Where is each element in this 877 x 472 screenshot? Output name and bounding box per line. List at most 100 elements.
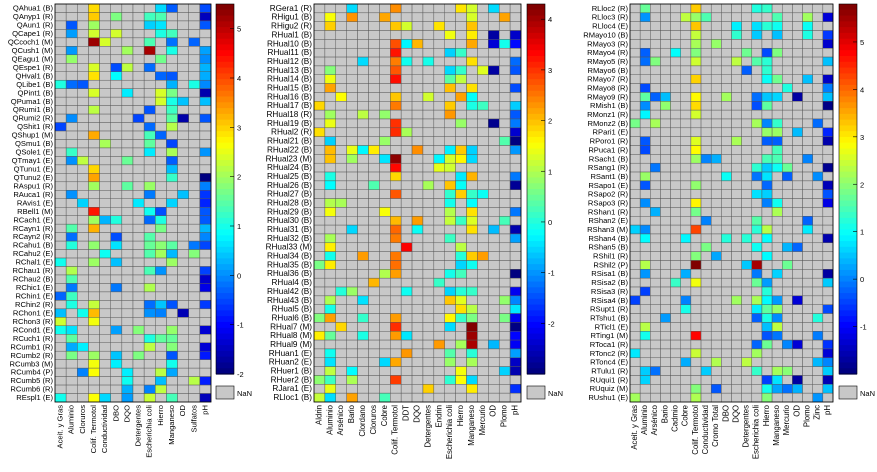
heatmap-cell xyxy=(313,366,326,376)
colorbar-segment xyxy=(839,339,857,346)
heatmap-cell xyxy=(700,304,712,314)
heatmap-cell xyxy=(477,21,489,31)
heatmap-cell xyxy=(488,304,500,314)
heatmap-cell xyxy=(400,242,413,252)
heatmap-cell xyxy=(477,242,489,252)
heatmap-cell xyxy=(761,207,773,217)
heatmap-cell xyxy=(822,224,834,235)
heatmap-cell xyxy=(166,156,178,166)
heatmap-cell xyxy=(741,392,753,403)
heatmap-cell xyxy=(477,295,489,305)
heatmap-cell xyxy=(110,156,123,166)
heatmap-cell xyxy=(166,376,178,386)
heatmap-cell xyxy=(444,260,456,270)
heatmap-cell xyxy=(346,101,358,111)
heatmap-cell xyxy=(177,88,189,98)
heatmap-cell xyxy=(433,277,445,288)
heatmap-cell xyxy=(700,109,712,120)
heatmap-cell xyxy=(731,313,742,323)
heatmap-cell xyxy=(721,56,732,67)
heatmap-cell xyxy=(751,74,763,84)
heatmap-cell xyxy=(99,240,111,250)
heatmap-cell xyxy=(731,331,742,341)
heatmap-cell xyxy=(177,190,189,199)
heatmap-cell xyxy=(660,83,671,93)
heatmap-cell xyxy=(509,171,522,182)
heatmap-cell xyxy=(54,181,67,191)
heatmap-cell xyxy=(751,56,763,67)
heatmap-cell xyxy=(54,300,67,310)
heatmap-cell xyxy=(400,74,413,84)
heatmap-cell xyxy=(166,96,178,106)
heatmap-cell xyxy=(802,384,813,394)
heatmap-cell xyxy=(782,101,793,111)
heatmap-cell xyxy=(313,277,326,288)
heatmap-cell xyxy=(110,79,123,89)
heatmap-cell xyxy=(422,56,435,67)
heatmap-cell xyxy=(812,277,824,288)
heatmap-cell xyxy=(88,190,100,199)
heatmap-cell xyxy=(88,29,100,39)
heatmap-cell xyxy=(155,71,167,81)
heatmap-cell xyxy=(710,331,722,341)
heatmap-cell xyxy=(77,54,89,64)
heatmap-cell xyxy=(639,286,651,297)
heatmap-cell xyxy=(400,251,413,261)
heatmap-cell xyxy=(313,30,326,40)
colorbar-segment xyxy=(216,229,234,236)
heatmap-cell xyxy=(357,322,369,332)
row-label-rcond1-e: RCond1 (E) xyxy=(13,325,54,334)
heatmap-cell xyxy=(488,21,500,31)
heatmap-cell xyxy=(812,39,824,49)
heatmap-cell xyxy=(731,269,742,279)
heatmap-cell xyxy=(368,189,380,199)
heatmap-cell xyxy=(357,295,369,305)
heatmap-cell xyxy=(99,300,111,310)
heatmap-cell xyxy=(379,136,391,146)
heatmap-cell xyxy=(313,375,326,385)
colorbar-segment xyxy=(216,310,234,317)
heatmap-cell xyxy=(444,277,456,288)
heatmap-cell xyxy=(690,277,702,288)
row-label-rhual31-b: RHual31 (B) xyxy=(267,225,312,234)
colorbar-segment xyxy=(216,275,234,283)
colorbar-tick-label: 1 xyxy=(237,222,241,231)
heatmap-cell xyxy=(812,145,824,155)
colorbar-segment xyxy=(527,73,545,80)
heatmap-cell xyxy=(792,154,803,164)
heatmap-cell xyxy=(335,233,347,244)
heatmap-cell xyxy=(690,384,702,394)
heatmap-cell xyxy=(99,71,111,81)
heatmap-cell xyxy=(422,216,435,226)
heatmap-cell xyxy=(761,189,773,199)
heatmap-cell xyxy=(357,65,369,75)
heatmap-cell xyxy=(629,357,641,367)
heatmap-cell xyxy=(488,242,500,252)
heatmap-cell xyxy=(802,154,813,164)
heatmap-cell xyxy=(812,21,824,31)
heatmap-cell xyxy=(741,357,753,367)
heatmap-cell xyxy=(680,269,692,279)
row-label-rhual43-b: RHual43 (B) xyxy=(267,296,312,305)
heatmap-cell xyxy=(166,291,178,301)
heatmap-cell xyxy=(710,180,722,190)
heatmap-cell xyxy=(177,3,189,13)
colorbar-segment xyxy=(839,246,857,254)
colorbar-tick-label: 3 xyxy=(548,66,552,75)
heatmap-cell xyxy=(400,392,413,403)
row-label-rhual5-b: RHual5 (B) xyxy=(272,305,313,314)
heatmap-cell xyxy=(509,224,522,235)
heatmap-cell xyxy=(477,154,489,164)
heatmap-cell xyxy=(400,154,413,164)
heatmap-cell xyxy=(88,249,100,259)
colorbar-segment xyxy=(216,15,234,22)
heatmap-cell xyxy=(143,376,156,386)
heatmap-cell xyxy=(751,65,763,75)
colorbar-segment xyxy=(839,15,857,22)
heatmap-cell xyxy=(670,65,681,75)
row-label-rpuca1-r: RPuca1 (R) xyxy=(588,145,628,154)
heatmap-cell xyxy=(88,283,100,293)
row-label-rhual26-b: RHual26 (B) xyxy=(267,181,312,190)
heatmap-cell xyxy=(166,181,178,191)
heatmap-cell xyxy=(199,215,212,225)
